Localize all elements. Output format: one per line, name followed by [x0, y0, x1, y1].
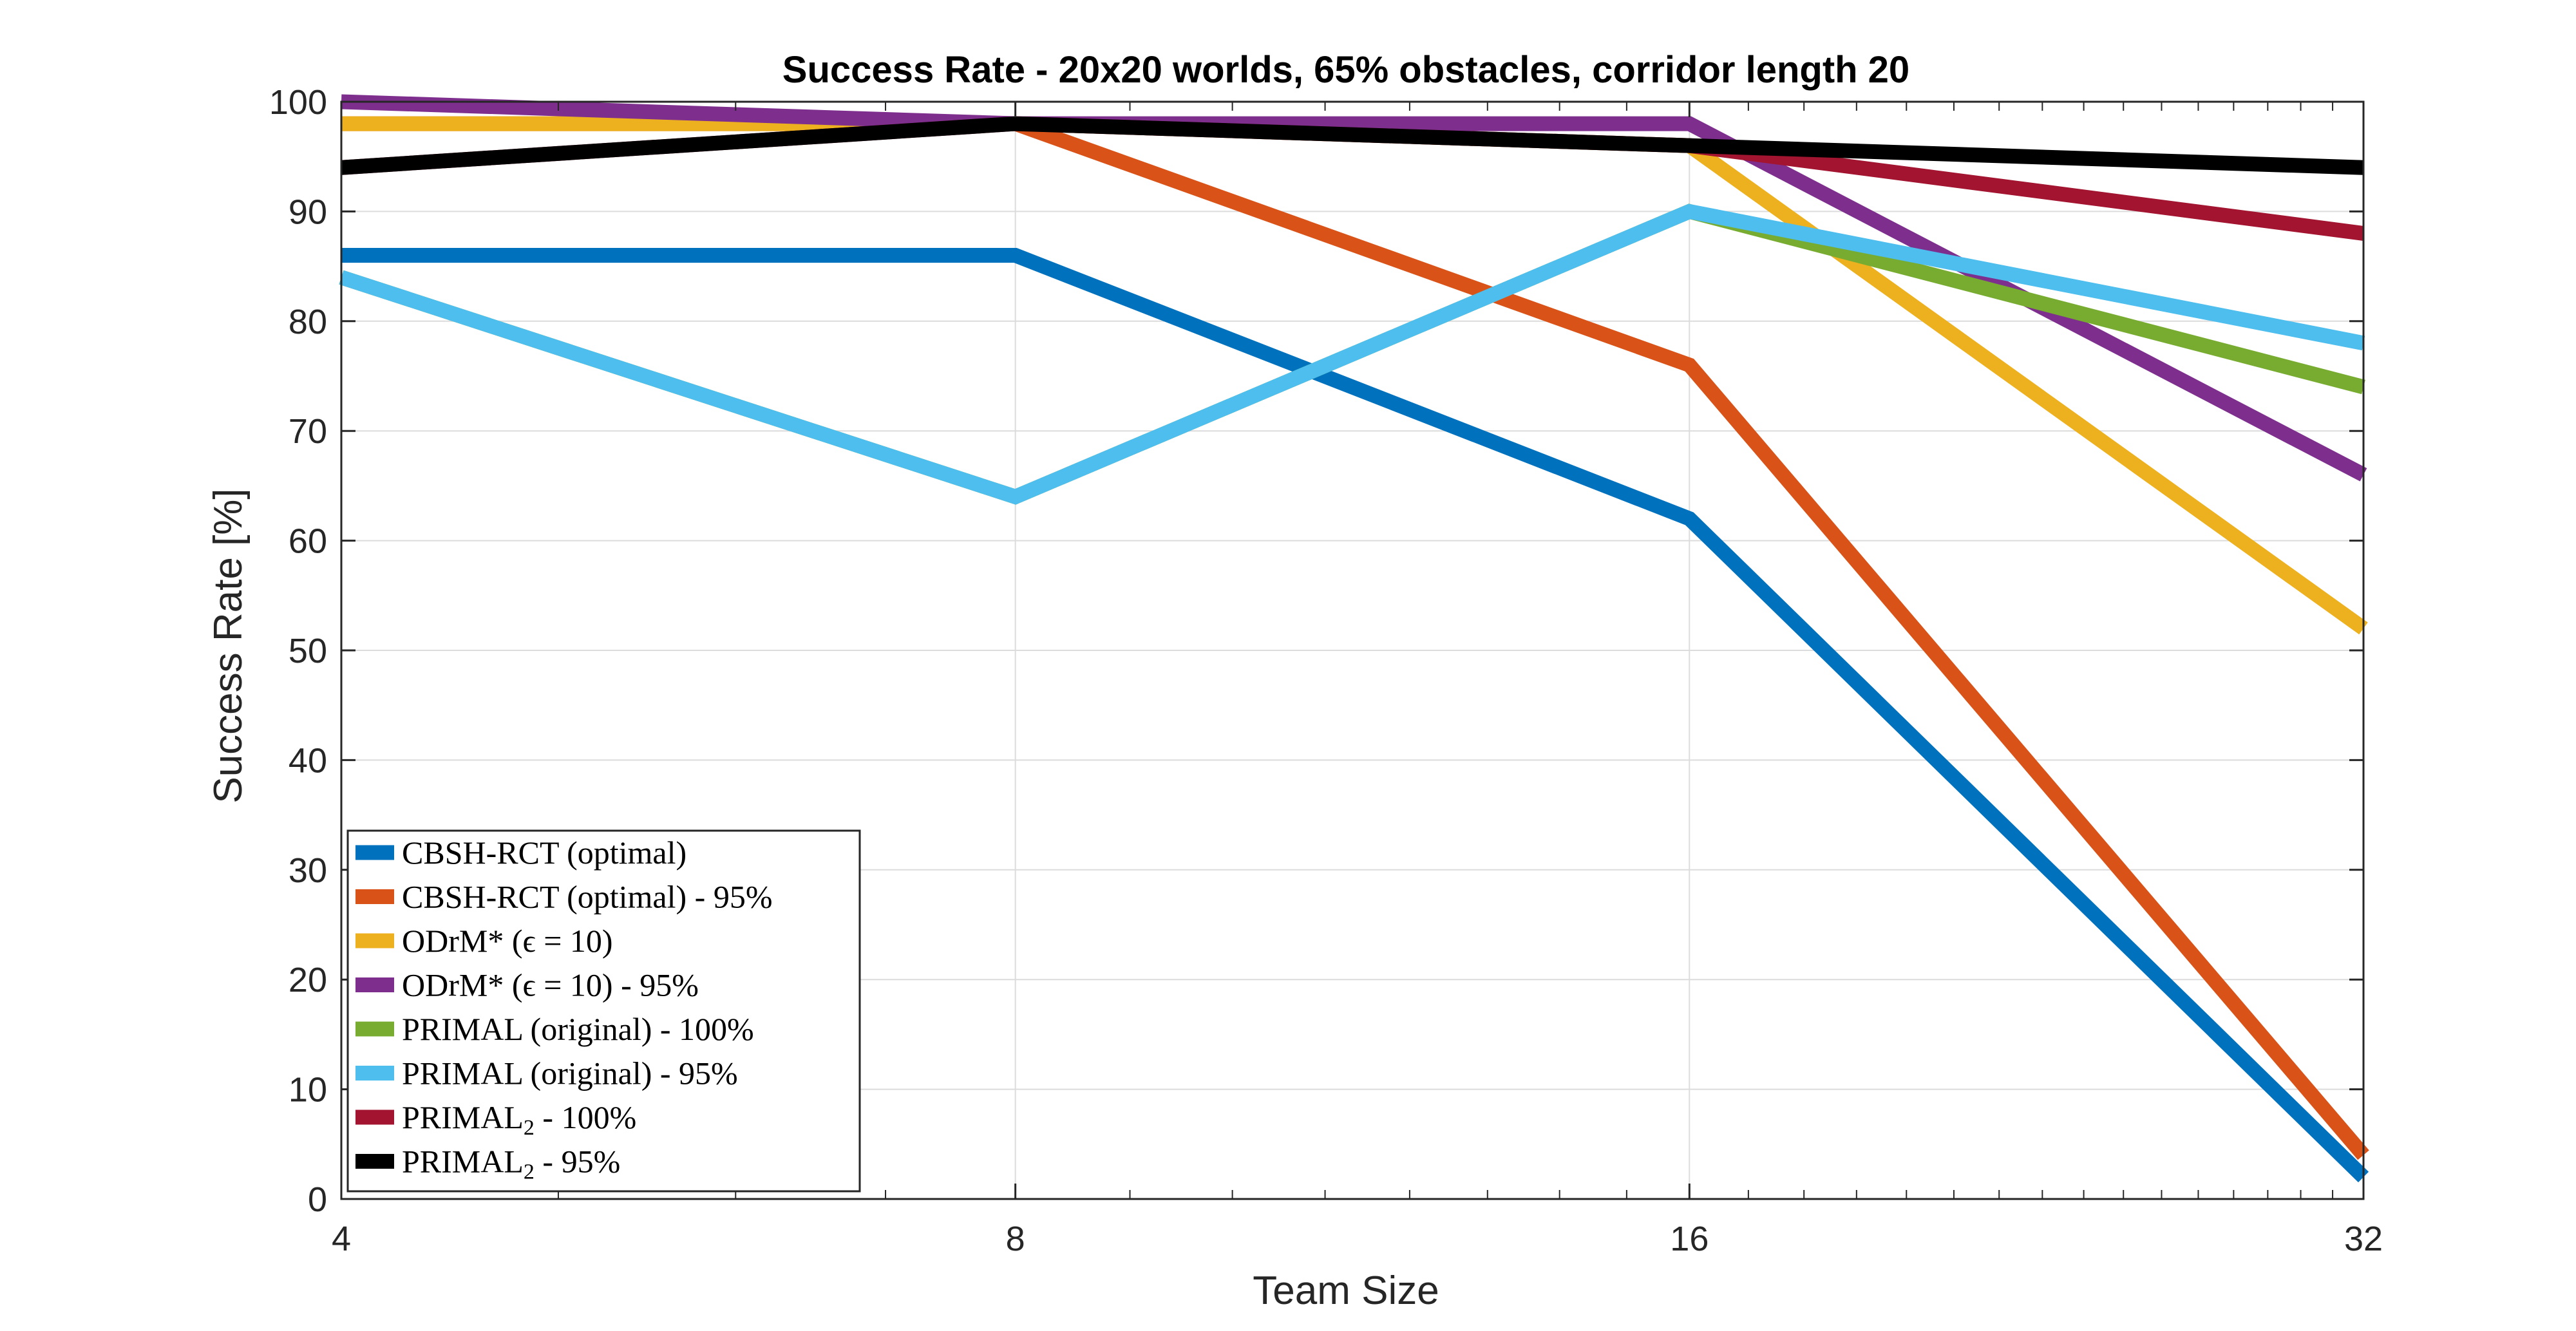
legend-entry-label: ODrM* (ϵ = 10) - 95% — [402, 967, 699, 1003]
series-line-1 — [341, 248, 2369, 1183]
legend-entry-label: PRIMAL (original) - 95% — [402, 1055, 738, 1091]
chart-title: Success Rate - 20x20 worlds, 65% obstacl… — [782, 49, 1909, 91]
series-lines — [339, 94, 2369, 1183]
legend-box — [346, 829, 861, 1193]
y-tick-label: 10 — [289, 1071, 327, 1109]
x-tick-label: 16 — [1670, 1220, 1709, 1258]
y-tick-label: 0 — [308, 1180, 327, 1219]
legend: CBSH-RCT (optimal) CBSH-RCT (optimal) - 9… — [346, 829, 861, 1193]
tick-labels: 0 10 20 30 40 50 60 70 80 90 100 4 8 16 32 — [269, 83, 2383, 1258]
y-tick-label: 70 — [289, 412, 327, 451]
legend-entry-label: CBSH-RCT (optimal) - 95% — [402, 879, 772, 915]
y-axis-label: Success Rate [%] — [206, 488, 251, 803]
y-tick-label: 30 — [289, 851, 327, 890]
series-line-8 — [341, 116, 2364, 175]
y-tick-label: 20 — [289, 961, 327, 999]
legend-entry-label: PRIMAL2 - 100% — [402, 1099, 636, 1140]
y-tick-label: 100 — [269, 83, 327, 122]
x-tick-label: 8 — [1006, 1220, 1025, 1258]
x-tick-label: 32 — [2344, 1220, 2383, 1258]
legend-entry-label: PRIMAL (original) - 100% — [402, 1011, 754, 1047]
y-tick-label: 80 — [289, 303, 327, 341]
legend-entry-label: PRIMAL2 - 95% — [402, 1144, 620, 1184]
y-tick-label: 60 — [289, 522, 327, 561]
series-line-6 — [339, 203, 2365, 505]
legend-entry-label: CBSH-RCT (optimal) — [402, 835, 687, 871]
axis-ticks — [340, 100, 2365, 1200]
x-tick-label: 4 — [332, 1220, 351, 1258]
y-tick-label: 90 — [289, 193, 327, 231]
y-tick-label: 40 — [289, 741, 327, 780]
y-tick-label: 50 — [289, 632, 327, 670]
legend-entry-label: ODrM* (ϵ = 10) — [402, 923, 613, 959]
x-axis-label: Team Size — [1253, 1269, 1439, 1313]
